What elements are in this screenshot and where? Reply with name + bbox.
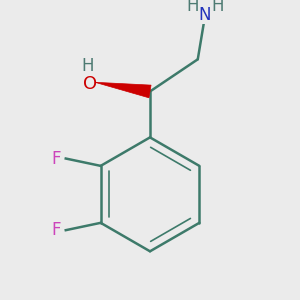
Polygon shape <box>95 82 151 98</box>
Text: O: O <box>83 75 97 93</box>
Text: H: H <box>186 0 199 15</box>
Text: F: F <box>51 149 60 167</box>
Text: N: N <box>199 6 211 24</box>
Text: H: H <box>81 57 94 75</box>
Text: H: H <box>212 0 224 15</box>
Text: F: F <box>51 221 60 239</box>
